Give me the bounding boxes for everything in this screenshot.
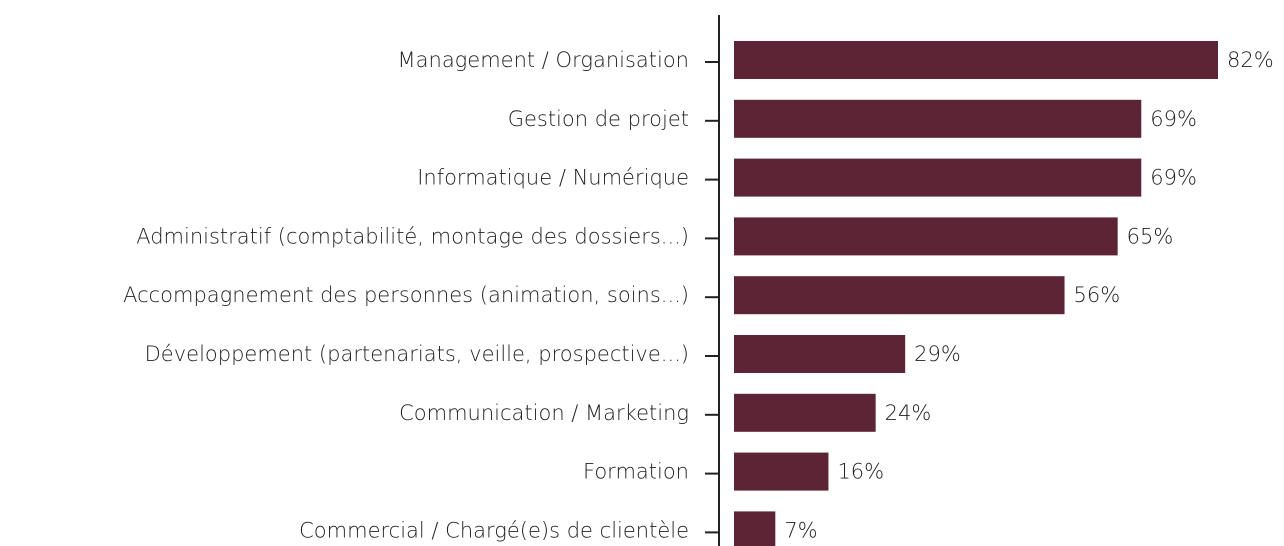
bar bbox=[734, 217, 1118, 256]
bar bbox=[734, 452, 829, 491]
category-label: Gestion de projet bbox=[508, 107, 689, 131]
category-label: Administratif (comptabilité, montage des… bbox=[136, 224, 689, 248]
category-label: Accompagnement des personnes (animation,… bbox=[123, 283, 689, 307]
value-label: 16% bbox=[837, 460, 884, 484]
value-label: 29% bbox=[914, 342, 961, 366]
bar bbox=[734, 41, 1218, 79]
value-label: 7% bbox=[784, 518, 817, 542]
category-label: Informatique / Numérique bbox=[417, 166, 689, 190]
bar bbox=[734, 511, 776, 546]
bar bbox=[734, 393, 876, 432]
bar bbox=[734, 276, 1065, 315]
value-label: 69% bbox=[1150, 107, 1197, 131]
category-label: Développement (partenariats, veille, pro… bbox=[145, 342, 689, 366]
category-label: Communication / Marketing bbox=[399, 401, 689, 425]
bar bbox=[734, 335, 906, 373]
value-label: 56% bbox=[1074, 283, 1121, 307]
category-label: Formation bbox=[583, 460, 689, 484]
value-label: 82% bbox=[1227, 48, 1274, 72]
bar bbox=[734, 99, 1142, 138]
category-label: Commercial / Chargé(e)s de clientèle bbox=[299, 518, 689, 542]
value-label: 65% bbox=[1127, 224, 1174, 248]
bar bbox=[734, 158, 1142, 197]
value-label: 69% bbox=[1150, 166, 1197, 190]
value-label: 24% bbox=[885, 401, 932, 425]
category-label: Management / Organisation bbox=[398, 48, 689, 72]
